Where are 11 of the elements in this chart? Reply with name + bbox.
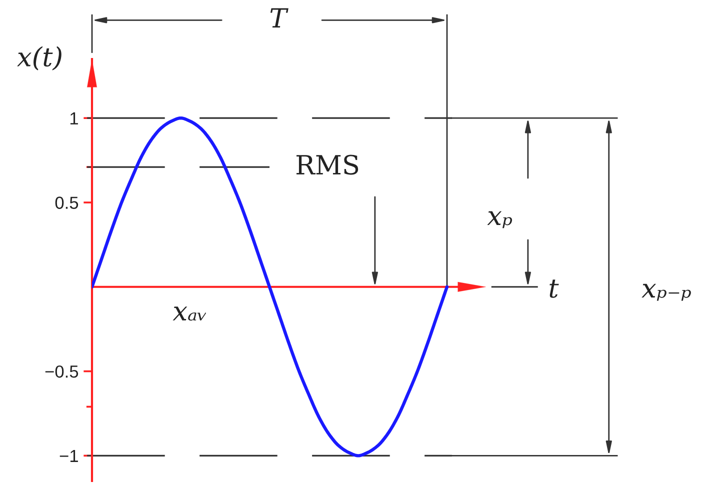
text: T [270,8,288,28]
y-axis-title: x(t) [17,46,62,70]
text: xₚ [487,211,512,228]
y-tick-label: 1 [70,112,78,124]
text: xₚ₋ₚ [642,284,691,301]
ref-line-label: RMS [296,154,358,175]
ref-line-label: xₐᵥ [172,306,206,321]
y-tick-label: −1 [60,450,78,462]
y-tick-label: 0.5 [55,196,78,209]
text: t [550,280,559,298]
y-tick-label: −0.5 [45,365,78,378]
